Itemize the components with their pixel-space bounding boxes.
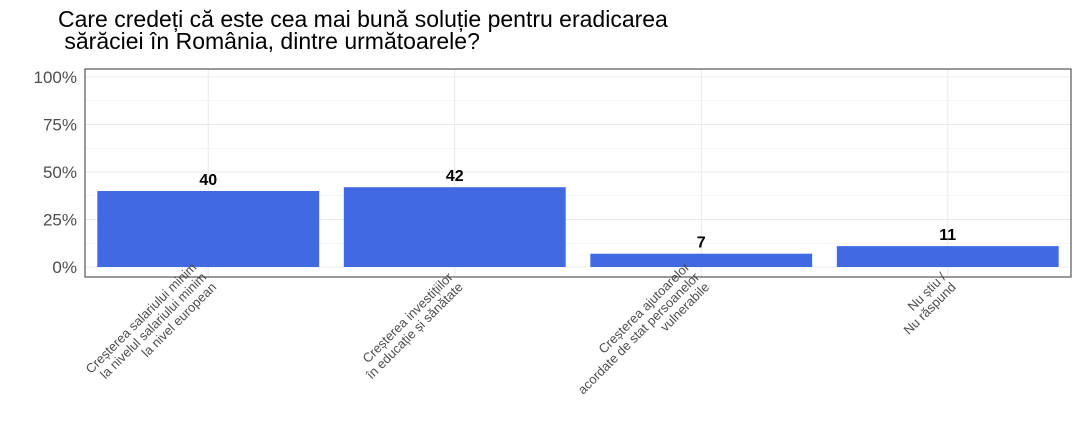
x-tick-label: Nu știu /Nu răspund <box>901 269 959 337</box>
data-labels: 40 42 7 11 <box>199 168 956 252</box>
bar <box>343 187 566 267</box>
bars <box>97 187 1059 267</box>
data-label: 40 <box>199 172 217 189</box>
y-axis-ticks: 0% 25% 50% 75% 100% <box>34 68 77 277</box>
x-tick-label-line: în educație și sănătate <box>362 279 465 382</box>
chart-title-line-2: sărăciei în România, dintre următoarele? <box>58 28 480 54</box>
bar <box>836 246 1059 267</box>
chart-title: Care credeți că este cea mai bună soluți… <box>58 6 668 54</box>
data-label: 11 <box>939 227 956 244</box>
data-label: 7 <box>697 235 706 252</box>
x-tick-label-line: Creșterea investițiilor <box>359 269 456 366</box>
bar <box>590 253 813 267</box>
y-tick-label: 75% <box>43 116 77 135</box>
y-tick-label: 0% <box>52 258 77 277</box>
y-tick-label: 50% <box>43 163 77 182</box>
panel-border <box>84 68 1072 278</box>
y-tick-label: 100% <box>34 68 77 87</box>
data-label: 42 <box>446 168 464 185</box>
bar <box>97 191 320 267</box>
chart-title-line-1: Care credeți că este cea mai bună soluți… <box>58 6 668 32</box>
x-tick-label-line: la nivelul salariului minim <box>97 269 209 381</box>
x-tick-label-line: acordate de stat persoanelor <box>575 269 703 397</box>
y-tick-label: 25% <box>43 211 77 230</box>
